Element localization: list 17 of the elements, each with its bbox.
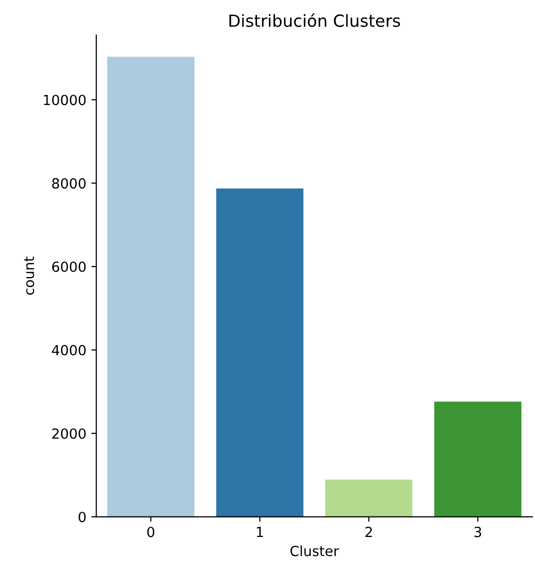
bar: [434, 402, 522, 517]
x-tick-label: 3: [474, 526, 482, 538]
x-tick-label: 2: [365, 526, 372, 538]
y-tick-label: 2000: [52, 428, 86, 439]
x-axis-title: Cluster: [290, 545, 339, 556]
y-tick-label: 8000: [52, 178, 86, 189]
y-tick-label: 0: [78, 512, 86, 522]
bar: [325, 480, 412, 517]
x-tick-label: 1: [256, 526, 263, 538]
y-tick-label: 10000: [44, 94, 86, 106]
bar: [216, 188, 304, 517]
x-tick-label: 0: [147, 526, 154, 538]
y-axis-title: count: [24, 256, 34, 295]
chart-title: Distribución Clusters: [229, 13, 400, 27]
y-tick-label: 6000: [52, 262, 86, 272]
bar: [107, 56, 194, 517]
y-tick-label: 4000: [52, 344, 86, 356]
